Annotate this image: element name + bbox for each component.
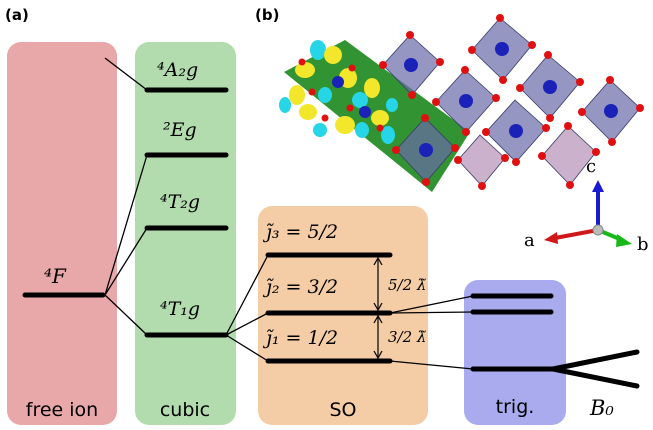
- label-B0: B₀: [589, 396, 614, 420]
- connector-lines: [104, 57, 474, 370]
- label-Eg: ²Eg: [163, 119, 197, 141]
- free-ion-column: [7, 42, 117, 425]
- gap-arrow-upper: [373, 256, 383, 312]
- label-j1: j̃₁ = 1/2: [262, 327, 338, 349]
- metal-atoms: [332, 42, 618, 157]
- gap-label-lower: 3/2 λ̃: [388, 328, 426, 346]
- a-axis-head: [544, 232, 558, 244]
- crystal-axes: c a b: [524, 156, 649, 255]
- gap-arrow-lower: [373, 314, 383, 360]
- free-ion-caption: free ion: [26, 399, 98, 421]
- c-axis-head: [592, 180, 604, 192]
- label-T1g: ⁴T₁g: [160, 298, 200, 320]
- so-caption: SO: [329, 399, 356, 421]
- trig-caption: trig.: [496, 396, 535, 418]
- label-j2: j̃₂ = 3/2: [262, 276, 338, 298]
- label-j3: j̃₃ = 5/2: [262, 221, 338, 243]
- label-A2g: ⁴A₂g: [157, 59, 198, 81]
- zeeman-branch-down: [550, 366, 640, 389]
- b-axis-head: [616, 234, 632, 247]
- axis-label-c: c: [586, 156, 596, 177]
- panel-b-label: (b): [255, 6, 279, 24]
- cubic-caption: cubic: [160, 399, 210, 421]
- a-axis-arrow: [554, 228, 599, 240]
- oxygen-atoms: [298, 14, 644, 190]
- panel-a-label: (a): [5, 6, 29, 24]
- gap-label-upper: 5/2 λ̃: [388, 276, 426, 294]
- axes-origin: [592, 224, 604, 236]
- label-T2g: ⁴T₂g: [160, 191, 200, 213]
- axis-label-b: b: [637, 234, 649, 255]
- axis-label-a: a: [524, 230, 535, 251]
- zeeman-branch-up: [550, 349, 640, 372]
- cubic-column: [135, 42, 236, 425]
- crystal-structure-picture: [279, 14, 644, 192]
- trig-column: [464, 280, 566, 425]
- orbital-lobes: [279, 40, 398, 144]
- label-4F: ⁴F: [44, 264, 67, 288]
